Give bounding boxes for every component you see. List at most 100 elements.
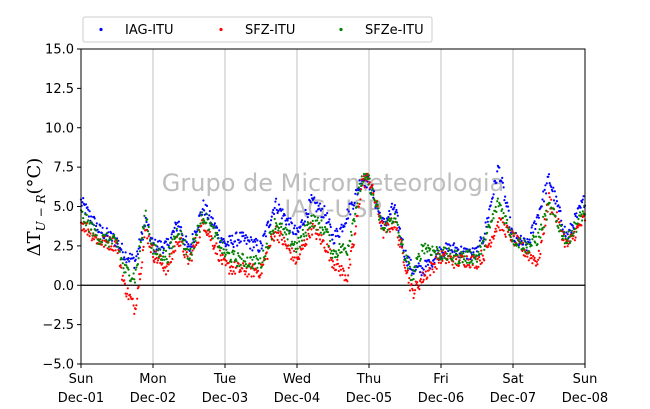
data-point xyxy=(448,249,451,252)
data-point xyxy=(319,231,322,234)
data-point xyxy=(464,259,467,262)
data-point xyxy=(174,249,177,252)
data-point xyxy=(474,258,477,261)
data-point xyxy=(522,243,525,246)
y-tick-label: 2.5 xyxy=(53,239,74,254)
data-point xyxy=(372,193,375,196)
data-point xyxy=(452,266,456,269)
data-point xyxy=(239,270,242,273)
data-point xyxy=(205,221,208,224)
data-point xyxy=(185,251,188,254)
data-point xyxy=(367,183,370,186)
data-point xyxy=(243,264,246,268)
data-point xyxy=(300,239,304,242)
data-point xyxy=(501,208,504,211)
data-point xyxy=(151,242,154,245)
data-point xyxy=(444,262,448,265)
data-point xyxy=(216,252,219,256)
data-point xyxy=(93,217,96,220)
data-point xyxy=(362,180,365,183)
data-point xyxy=(516,243,519,246)
data-point xyxy=(133,312,136,315)
data-point xyxy=(249,256,252,259)
data-point xyxy=(278,234,281,237)
y-axis-label-subscript: U − R xyxy=(34,194,48,231)
data-point xyxy=(329,248,332,251)
data-point xyxy=(168,255,171,258)
data-point xyxy=(187,248,190,251)
data-point xyxy=(322,216,325,219)
data-point xyxy=(165,258,168,261)
data-point xyxy=(83,222,86,225)
data-point xyxy=(136,297,139,300)
data-point xyxy=(579,215,582,218)
data-point xyxy=(101,239,104,242)
data-point xyxy=(499,204,502,207)
data-point xyxy=(141,225,144,228)
data-point xyxy=(549,184,552,187)
data-point xyxy=(407,281,410,284)
data-point xyxy=(260,265,263,268)
data-point xyxy=(491,196,494,199)
data-point xyxy=(234,272,237,275)
data-point xyxy=(269,244,272,247)
data-point xyxy=(333,263,336,267)
data-point xyxy=(224,253,227,256)
data-point xyxy=(120,266,123,269)
data-point xyxy=(295,233,298,236)
data-point xyxy=(306,216,309,219)
data-point xyxy=(261,261,264,264)
data-point xyxy=(504,215,507,218)
data-point xyxy=(277,226,281,230)
data-point xyxy=(97,230,101,234)
data-point xyxy=(566,245,569,248)
data-point xyxy=(232,253,235,256)
data-point xyxy=(182,242,185,245)
data-point xyxy=(154,238,157,241)
data-point xyxy=(357,205,360,208)
data-point xyxy=(297,230,300,233)
data-point xyxy=(334,256,337,259)
data-point xyxy=(107,239,110,243)
data-point xyxy=(338,242,341,246)
data-point xyxy=(506,218,509,221)
x-axis: Sun Dec-01 Mon Dec-02 Tue Dec-03 Wed Dec-04 Thu D… xyxy=(58,364,608,406)
data-point xyxy=(329,225,332,229)
data-point xyxy=(531,238,534,241)
data-point xyxy=(406,267,409,270)
data-point xyxy=(548,201,551,205)
data-point xyxy=(139,241,142,244)
data-point xyxy=(570,231,573,234)
data-point xyxy=(106,247,109,250)
data-point xyxy=(293,250,296,253)
data-point xyxy=(185,241,188,244)
data-point xyxy=(440,255,443,258)
data-point xyxy=(222,248,225,251)
data-point xyxy=(480,237,483,240)
data-point xyxy=(227,244,230,247)
data-point xyxy=(300,221,303,224)
data-point xyxy=(579,206,582,209)
data-point xyxy=(219,254,222,257)
data-point xyxy=(392,208,395,211)
data-point xyxy=(172,230,175,233)
data-point xyxy=(162,247,165,250)
data-point xyxy=(154,244,157,247)
data-point xyxy=(396,221,399,224)
data-point xyxy=(431,245,434,248)
data-point xyxy=(295,241,299,245)
data-point xyxy=(328,218,331,221)
data-point xyxy=(331,233,335,236)
data-point xyxy=(352,217,355,221)
data-point xyxy=(544,214,547,217)
data-point xyxy=(251,249,254,252)
data-point xyxy=(281,208,284,211)
data-point xyxy=(259,242,263,245)
data-point xyxy=(527,259,530,262)
data-point xyxy=(563,245,566,248)
data-point xyxy=(210,216,213,219)
data-point xyxy=(87,219,90,222)
data-point xyxy=(307,222,310,225)
data-point xyxy=(501,181,504,184)
data-point xyxy=(419,257,422,260)
